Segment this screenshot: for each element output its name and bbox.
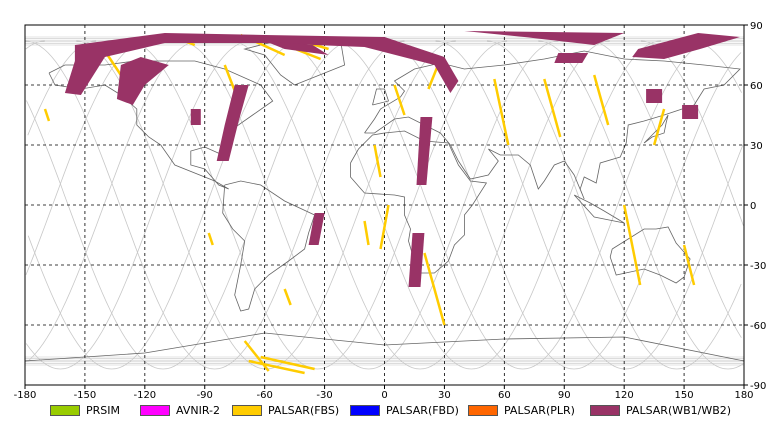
legend-item: PALSAR(WB1/WB2) bbox=[590, 402, 731, 418]
orbit-track bbox=[281, 40, 662, 370]
fbs-strip bbox=[243, 340, 270, 372]
coastline bbox=[643, 114, 669, 144]
x-tick-label: 180 bbox=[734, 390, 753, 400]
fbs-strip bbox=[363, 220, 370, 246]
fbs-strip bbox=[622, 204, 642, 286]
fbs-strip bbox=[379, 204, 390, 250]
y-tick-labels: 90 60 30 0 -30 -60 -90 bbox=[744, 21, 766, 392]
x-tick-label: 0 bbox=[381, 390, 387, 400]
fbs-strip bbox=[207, 232, 214, 246]
orbit-track bbox=[332, 40, 713, 370]
map-plot: -180 -150 -120 -90 -60 -30 0 30 60 90 120 150 180 90… bbox=[14, 21, 767, 400]
legend-label: AVNIR-2 bbox=[176, 403, 220, 417]
x-tick-label: -180 bbox=[14, 390, 37, 400]
fbs-strip bbox=[373, 144, 382, 178]
legend: PRSIM AVNIR-2 PALSAR(FBS) PALSAR(FBD) PALSAR… bbox=[0, 402, 770, 420]
fbs-strip bbox=[543, 78, 562, 138]
y-tick-label: 90 bbox=[750, 21, 763, 32]
wb-swath bbox=[190, 109, 201, 125]
legend-item: PALSAR(FBD) bbox=[350, 402, 459, 418]
fbs-strip bbox=[652, 108, 666, 146]
y-tick-label: 60 bbox=[750, 81, 763, 92]
coastline bbox=[609, 226, 691, 284]
x-tick-label: 90 bbox=[558, 390, 571, 400]
orbit-track bbox=[178, 40, 559, 370]
y-tick-label: 30 bbox=[750, 141, 763, 152]
wb-swath bbox=[632, 33, 740, 59]
legend-label: PALSAR(FBS) bbox=[268, 403, 340, 417]
x-tick-label: -60 bbox=[256, 390, 272, 400]
legend-swatch bbox=[232, 404, 262, 416]
orbit-track bbox=[230, 40, 610, 370]
fbs-strip bbox=[423, 252, 446, 326]
x-tick-label: -120 bbox=[133, 390, 156, 400]
wb-swath bbox=[308, 213, 325, 245]
legend-label: PALSAR(WB1/WB2) bbox=[626, 403, 732, 417]
fbs-strip bbox=[593, 74, 610, 126]
legend-swatch bbox=[590, 404, 620, 416]
legend-swatch bbox=[140, 404, 170, 416]
x-tick-label: 120 bbox=[615, 390, 634, 400]
x-tick-labels: -180 -150 -120 -90 -60 -30 0 30 60 90 120 150 180 bbox=[14, 385, 754, 400]
coastline bbox=[222, 180, 316, 312]
grid-lines bbox=[25, 25, 744, 385]
x-tick-label: 60 bbox=[498, 390, 511, 400]
fbs-strip bbox=[283, 288, 292, 306]
x-tick-label: -90 bbox=[197, 390, 213, 400]
legend-item: AVNIR-2 bbox=[140, 402, 220, 418]
coastline bbox=[372, 88, 390, 106]
wb-swath bbox=[264, 41, 329, 55]
palsar-fbs-footprints bbox=[43, 33, 696, 375]
legend-item: PRSIM bbox=[50, 402, 120, 418]
coastline bbox=[573, 194, 625, 224]
legend-label: PALSAR(PLR) bbox=[504, 403, 575, 417]
wb-swath bbox=[682, 105, 699, 119]
wb-swath bbox=[216, 85, 249, 161]
orbit-track bbox=[24, 40, 405, 370]
coastline bbox=[364, 50, 741, 200]
x-tick-label: -30 bbox=[316, 390, 332, 400]
fbs-strip bbox=[682, 244, 696, 286]
y-tick-label: -60 bbox=[750, 321, 766, 332]
palsar-wb-footprints bbox=[64, 31, 740, 287]
wb-swath bbox=[408, 233, 425, 287]
fbs-strip bbox=[260, 355, 315, 371]
legend-swatch bbox=[468, 404, 498, 416]
y-tick-label: -90 bbox=[750, 381, 766, 392]
y-tick-label: -30 bbox=[750, 261, 766, 272]
orbit-track bbox=[25, 40, 742, 370]
wb-swath bbox=[464, 31, 625, 45]
y-tick-label: 0 bbox=[750, 201, 756, 212]
orbit-track bbox=[27, 40, 744, 370]
wb-swath bbox=[116, 57, 169, 105]
x-tick-label: 150 bbox=[675, 390, 694, 400]
fbs-strip bbox=[493, 78, 510, 146]
wb-swath bbox=[554, 53, 589, 63]
legend-item: PALSAR(FBS) bbox=[232, 402, 339, 418]
x-tick-label: -150 bbox=[74, 390, 97, 400]
legend-swatch bbox=[50, 404, 80, 416]
fbs-strip bbox=[248, 359, 305, 375]
fbs-strip bbox=[393, 84, 406, 116]
coastline bbox=[350, 130, 488, 274]
legend-label: PALSAR(FBD) bbox=[386, 403, 459, 417]
legend-item: PALSAR(PLR) bbox=[468, 402, 575, 418]
fbs-strip bbox=[43, 108, 51, 122]
wb-swath bbox=[416, 117, 433, 185]
legend-swatch bbox=[350, 404, 380, 416]
x-tick-label: 30 bbox=[438, 390, 451, 400]
wb-swath bbox=[646, 89, 663, 103]
legend-label: PRSIM bbox=[86, 403, 120, 417]
orbit-track bbox=[25, 40, 742, 370]
